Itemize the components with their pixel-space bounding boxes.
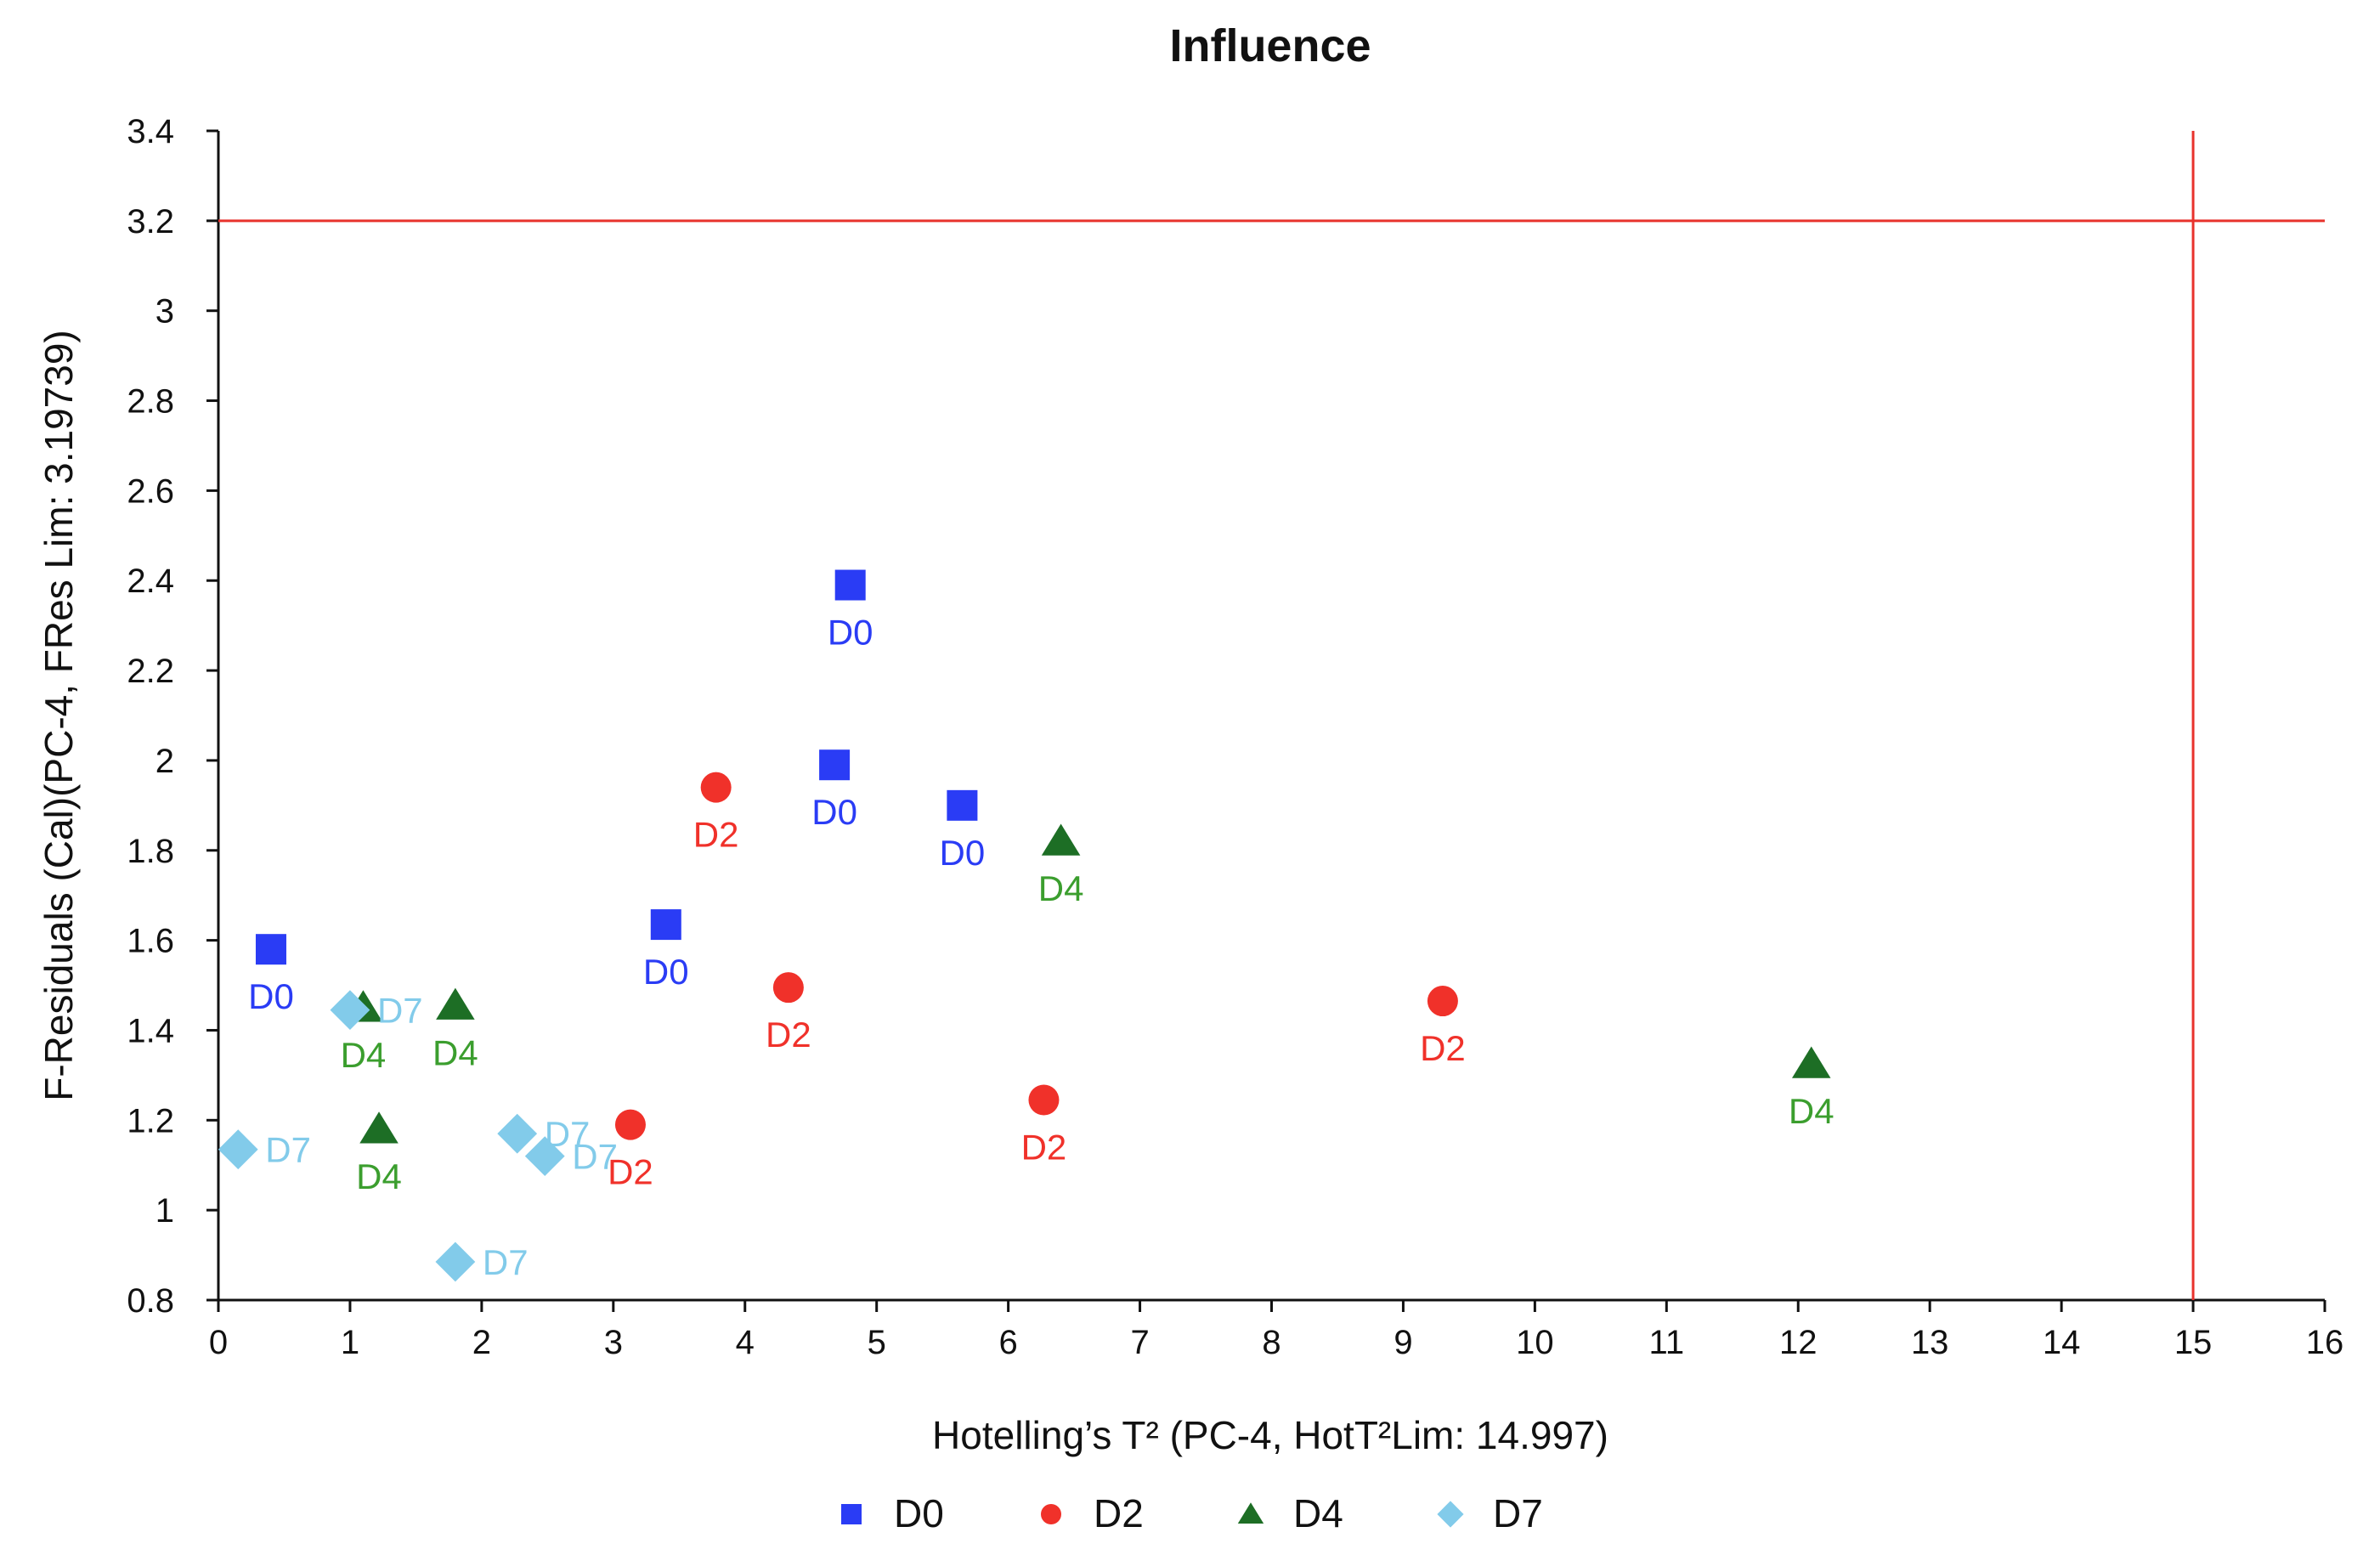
- y-tick-label: 2.2: [127, 653, 174, 690]
- point-label-d7: D7: [572, 1137, 618, 1177]
- point-d0: [255, 934, 286, 965]
- point-d2: [1028, 1084, 1060, 1116]
- legend-label-d4: D4: [1293, 1491, 1343, 1535]
- point-d7: [435, 1241, 476, 1282]
- x-tick-label: 9: [1394, 1324, 1412, 1361]
- legend-label-d7: D7: [1493, 1491, 1543, 1535]
- x-tick-label: 15: [2174, 1324, 2213, 1361]
- point-label-d2: D2: [608, 1152, 653, 1192]
- point-label-d2: D2: [1420, 1028, 1466, 1068]
- point-d0: [947, 789, 978, 821]
- point-label-d4: D4: [432, 1032, 478, 1072]
- point-d2: [614, 1109, 646, 1140]
- point-label-d4: D4: [1789, 1091, 1834, 1131]
- point-d4: [1791, 1046, 1831, 1078]
- point-label-d4: D4: [1038, 868, 1084, 908]
- x-tick-label: 5: [868, 1324, 886, 1361]
- point-label-d4: D4: [356, 1156, 402, 1196]
- y-tick-label: 3: [155, 293, 174, 331]
- point-label-d2: D2: [693, 815, 739, 855]
- legend-marker-d4: [1237, 1502, 1264, 1524]
- x-tick-label: 11: [1649, 1324, 1685, 1361]
- legend-item-d0: D0: [841, 1491, 944, 1535]
- x-tick-label: 6: [999, 1324, 1018, 1361]
- limit-lines: [218, 131, 2325, 1300]
- y-tick-label: 2.4: [127, 563, 174, 600]
- legend-marker-d7: [1437, 1501, 1464, 1528]
- point-d2: [1427, 986, 1458, 1017]
- point-d7: [497, 1113, 538, 1154]
- x-axis-title: Hotelling’s T² (PC-4, HotT²Lim: 14.997): [932, 1413, 1608, 1457]
- point-label-d4: D4: [341, 1035, 387, 1075]
- point-label-d0: D0: [940, 833, 986, 873]
- legend-item-d7: D7: [1437, 1491, 1543, 1535]
- point-label-d7: D7: [265, 1130, 311, 1170]
- x-tick-label: 13: [1911, 1324, 1949, 1361]
- x-tick-label: 7: [1130, 1324, 1149, 1361]
- y-tick-label: 1.4: [127, 1012, 174, 1049]
- point-d0: [834, 569, 866, 601]
- x-tick-label: 8: [1262, 1324, 1280, 1361]
- plot-axes: 0 1 2 3 4 5 6 7 8 9 10 11 12 13 14 15 160.811.21.41.61.8…: [127, 113, 2343, 1361]
- point-d4: [436, 987, 475, 1020]
- x-tick-label: 3: [604, 1324, 623, 1361]
- y-tick-label: 3.4: [127, 113, 174, 150]
- point-d0: [819, 749, 851, 781]
- x-tick-label: 2: [472, 1324, 491, 1361]
- y-tick-label: 2.8: [127, 383, 174, 421]
- point-label-d7: D7: [483, 1242, 529, 1282]
- point-label-d0: D0: [643, 952, 689, 992]
- x-tick-label: 1: [341, 1324, 359, 1361]
- y-tick-label: 1: [155, 1192, 174, 1230]
- legend-marker-d0: [841, 1504, 862, 1524]
- y-axis-title: F-Residuals (Cal)(PC-4, FRes Lim: 3.1973…: [37, 330, 81, 1101]
- point-label-d0: D0: [828, 613, 873, 653]
- y-tick-label: 1.2: [127, 1102, 174, 1139]
- point-label-d2: D2: [766, 1015, 811, 1055]
- point-label-d0: D0: [811, 792, 857, 832]
- point-label-d0: D0: [248, 976, 294, 1016]
- legend-label-d2: D2: [1094, 1491, 1144, 1535]
- point-d4: [1041, 823, 1081, 856]
- legend-item-d4: D4: [1237, 1491, 1343, 1535]
- point-d2: [772, 972, 804, 1004]
- y-tick-label: 2.6: [127, 472, 174, 510]
- x-tick-label: 0: [209, 1324, 228, 1361]
- x-tick-label: 10: [1516, 1324, 1554, 1361]
- x-tick-label: 14: [2043, 1324, 2081, 1361]
- point-d7: [524, 1136, 565, 1177]
- legend-marker-d2: [1041, 1504, 1061, 1524]
- y-tick-label: 3.2: [127, 203, 174, 240]
- x-tick-label: 12: [1779, 1324, 1818, 1361]
- y-tick-label: 1.8: [127, 833, 174, 870]
- legend: D0 D2 D4 D7: [841, 1491, 1543, 1535]
- point-d4: [359, 1111, 399, 1144]
- y-tick-label: 2: [155, 743, 174, 780]
- point-d2: [700, 772, 732, 803]
- legend-item-d2: D2: [1041, 1491, 1144, 1535]
- legend-label-d0: D0: [894, 1491, 944, 1535]
- point-label-d7: D7: [377, 991, 423, 1031]
- y-tick-label: 1.6: [127, 923, 174, 960]
- y-tick-label: 0.8: [127, 1282, 174, 1320]
- point-label-d2: D2: [1021, 1127, 1067, 1167]
- chart-title: Influence: [1169, 20, 1371, 71]
- point-d7: [330, 990, 370, 1031]
- point-d0: [650, 909, 681, 941]
- x-tick-label: 16: [2306, 1324, 2344, 1361]
- point-d7: [218, 1129, 258, 1170]
- x-tick-label: 4: [736, 1324, 755, 1361]
